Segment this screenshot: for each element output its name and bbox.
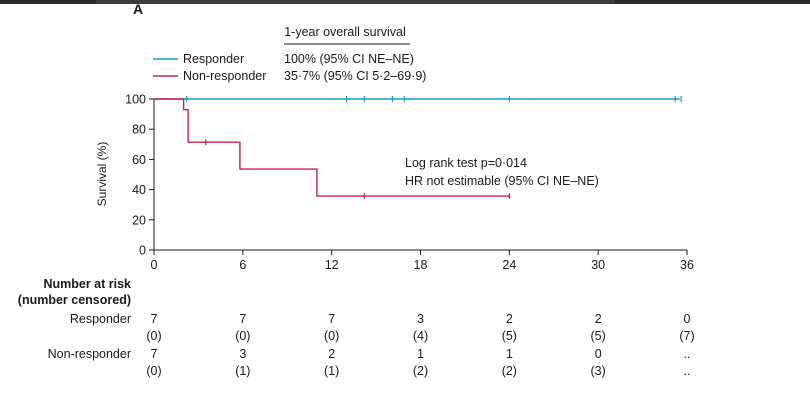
risk-cell-at-risk: 3 — [239, 347, 246, 361]
panel-label: A — [133, 1, 143, 17]
x-tick-label: 6 — [239, 258, 246, 272]
risk-cell-censored: (1) — [324, 364, 339, 378]
risk-cell-censored: .. — [684, 364, 691, 378]
x-tick-label: 24 — [502, 258, 516, 272]
survival-header: 1-year overall survival — [284, 25, 406, 39]
risk-cell-censored: (5) — [591, 329, 606, 343]
risk-cell-censored: (0) — [324, 329, 339, 343]
risk-cell-censored: (2) — [413, 364, 428, 378]
risk-cell-at-risk: 7 — [239, 312, 246, 326]
risk-cell-censored: (3) — [591, 364, 606, 378]
x-axis-ticks: 0 6 12 18 24 30 36 — [151, 250, 694, 272]
y-tick-label: 60 — [132, 153, 146, 167]
risk-cell-censored: (1) — [235, 364, 250, 378]
risk-cell-censored: (0) — [146, 329, 161, 343]
risk-row-label-responder: Responder — [70, 312, 131, 326]
annotation-hr: HR not estimable (95% CI NE–NE) — [405, 174, 599, 188]
legend-survival-non-responder: 35·7% (95% CI 5·2–69·9) — [284, 69, 426, 83]
risk-table-title: Number at risk — [43, 277, 131, 291]
risk-cell-at-risk: 2 — [595, 312, 602, 326]
risk-table-subtitle: (number censored) — [18, 293, 131, 307]
legend-survival-responder: 100% (95% CI NE–NE) — [284, 52, 414, 66]
risk-cell-at-risk: 1 — [506, 347, 513, 361]
risk-cell-at-risk: 2 — [506, 312, 513, 326]
y-tick-label: 100 — [125, 93, 146, 107]
risk-table-cells: 7 7 7 3 2 2 0 (0) (0) (0) (4) (5) (5) (7) 7 3 2 1 1 0 .. (0) (… — [146, 312, 694, 378]
risk-cell-censored: (0) — [146, 364, 161, 378]
risk-cell-at-risk: .. — [684, 347, 691, 361]
annotation-log-rank: Log rank test p=0·014 — [405, 156, 527, 170]
risk-cell-censored: (2) — [502, 364, 517, 378]
risk-cell-at-risk: 7 — [151, 347, 158, 361]
x-tick-label: 12 — [325, 258, 339, 272]
x-tick-label: 0 — [151, 258, 158, 272]
risk-cell-at-risk: 0 — [595, 347, 602, 361]
risk-cell-at-risk: 3 — [417, 312, 424, 326]
risk-row-label-non-responder: Non-responder — [48, 347, 131, 361]
y-tick-label: 80 — [132, 123, 146, 137]
risk-cell-at-risk: 7 — [151, 312, 158, 326]
window-top-bar — [0, 0, 810, 4]
risk-cell-censored: (0) — [235, 329, 250, 343]
series-line-non-responder — [154, 98, 510, 197]
x-tick-label: 18 — [414, 258, 428, 272]
x-tick-label: 36 — [680, 258, 694, 272]
risk-cell-censored: (4) — [413, 329, 428, 343]
risk-cell-censored: (7) — [679, 329, 694, 343]
y-tick-label: 0 — [139, 244, 146, 258]
legend-label-non-responder: Non-responder — [183, 69, 266, 83]
plot-area — [154, 96, 682, 200]
window-top-bar-segment — [96, 0, 615, 4]
legend-label-responder: Responder — [183, 52, 244, 66]
risk-cell-at-risk: 7 — [328, 312, 335, 326]
x-tick-label: 30 — [591, 258, 605, 272]
risk-cell-at-risk: 2 — [328, 347, 335, 361]
legend: Responder 100% (95% CI NE–NE) Non-respon… — [153, 52, 426, 83]
y-axis-label: Survival (%) — [95, 142, 109, 207]
y-tick-label: 20 — [132, 213, 146, 227]
y-axis-ticks: 0 20 40 60 80 100 — [125, 93, 154, 258]
risk-cell-at-risk: 1 — [417, 347, 424, 361]
y-tick-label: 40 — [132, 183, 146, 197]
risk-cell-censored: (5) — [502, 329, 517, 343]
risk-cell-at-risk: 0 — [684, 312, 691, 326]
